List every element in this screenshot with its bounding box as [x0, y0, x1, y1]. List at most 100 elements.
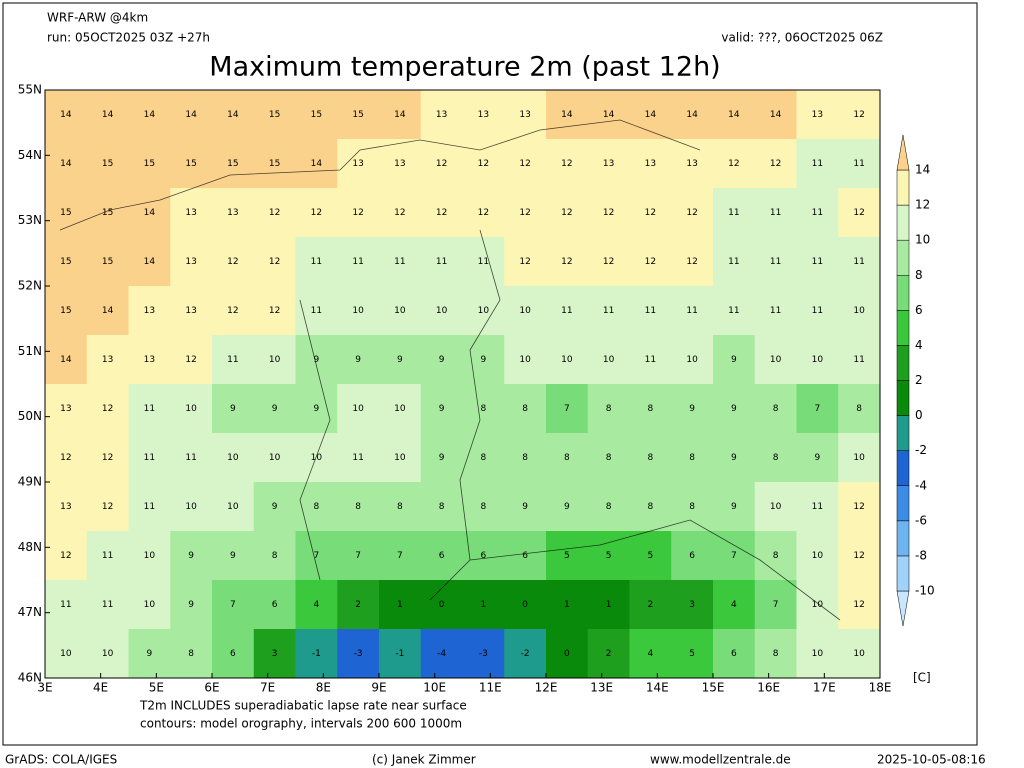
cell: [546, 384, 589, 434]
cell: [337, 384, 380, 434]
cell: [337, 531, 380, 581]
colorbar-over: [896, 134, 910, 171]
cell: [253, 580, 296, 630]
cell-value: 15: [269, 110, 280, 120]
cell-value: 9: [731, 453, 737, 463]
cell-value: 12: [60, 453, 71, 463]
footer-center: (c) Janek Zimmer: [372, 753, 476, 767]
cell: [253, 433, 296, 483]
cell: [295, 384, 338, 434]
cell-value: 12: [770, 159, 781, 169]
cell-value: 12: [519, 159, 530, 169]
cell: [504, 335, 547, 385]
cell-value: 11: [770, 257, 781, 267]
cell: [295, 237, 338, 287]
cell-value: 10: [144, 600, 156, 610]
cell-value: 12: [561, 208, 572, 218]
cell-value: -4: [437, 649, 446, 659]
cell: [504, 90, 547, 140]
cell-value: 6: [689, 551, 695, 561]
cell-value: 13: [645, 159, 656, 169]
cell-value: 6: [731, 649, 737, 659]
colorbar-band: [896, 450, 910, 486]
cell-value: 11: [144, 404, 155, 414]
cell: [546, 629, 589, 679]
cell: [253, 335, 296, 385]
cell-value: -3: [354, 649, 363, 659]
lon-label: 4E: [93, 681, 108, 695]
cell: [337, 90, 380, 140]
cell: [462, 188, 505, 238]
cell-value: 10: [478, 306, 490, 316]
cell: [170, 286, 213, 336]
cell: [86, 90, 129, 140]
cell: [546, 580, 589, 630]
colorbar-label: -2: [915, 443, 927, 457]
cell-value: 11: [812, 257, 823, 267]
cell-value: 13: [185, 208, 196, 218]
cell-value: 12: [645, 208, 656, 218]
cell-value: 9: [689, 404, 695, 414]
cell-value: 10: [311, 453, 323, 463]
cell: [128, 482, 171, 532]
cell-value: 11: [144, 453, 155, 463]
cell-value: 13: [394, 159, 405, 169]
cell: [838, 482, 881, 532]
cell-value: 12: [269, 306, 280, 316]
cell: [212, 90, 255, 140]
cell-value: 2: [355, 600, 361, 610]
cell: [587, 90, 630, 140]
cell: [86, 482, 129, 532]
cell: [212, 139, 255, 189]
lon-label: 16E: [757, 681, 780, 695]
map-frame: [44, 89, 881, 679]
cell-value: 15: [227, 159, 238, 169]
cell-value: 10: [185, 404, 197, 414]
cell-value: 10: [227, 502, 239, 512]
cell: [253, 90, 296, 140]
cell: [295, 629, 338, 679]
cell: [838, 286, 881, 336]
cell: [796, 580, 839, 630]
cell: [86, 335, 129, 385]
cell: [128, 384, 171, 434]
cell-value: 8: [314, 502, 320, 512]
cell-value: 9: [314, 355, 320, 365]
cell-value: 8: [272, 551, 278, 561]
cell: [838, 237, 881, 287]
cell: [170, 384, 213, 434]
cell-value: 9: [188, 600, 194, 610]
lat-label: 47N: [18, 605, 42, 619]
cell: [212, 482, 255, 532]
cell-value: 9: [439, 355, 445, 365]
cell-value: 1: [564, 600, 570, 610]
cell: [587, 580, 630, 630]
cell-value: 4: [648, 649, 654, 659]
colorbar-label: -4: [915, 478, 927, 492]
colorbar-label: 2: [915, 373, 923, 387]
cell: [796, 531, 839, 581]
cell: [838, 433, 881, 483]
cell-value: 9: [564, 502, 570, 512]
cell: [45, 237, 88, 287]
cell: [170, 139, 213, 189]
cell: [671, 237, 714, 287]
cell: [671, 580, 714, 630]
colorbar-band: [896, 485, 910, 522]
cell: [504, 482, 547, 532]
cell: [504, 237, 547, 287]
cell: [713, 433, 756, 483]
cell: [337, 482, 380, 532]
cell-value: 10: [394, 453, 406, 463]
cell: [128, 335, 171, 385]
cell-value: 11: [311, 257, 322, 267]
cell-value: 14: [227, 110, 239, 120]
cell-value: 12: [645, 257, 656, 267]
cell-value: 14: [60, 159, 72, 169]
cell-value: 6: [272, 600, 278, 610]
cell-value: 13: [144, 306, 155, 316]
cell: [420, 482, 463, 532]
cell: [546, 90, 589, 140]
cell-value: 14: [645, 110, 657, 120]
cell-value: 8: [564, 453, 570, 463]
